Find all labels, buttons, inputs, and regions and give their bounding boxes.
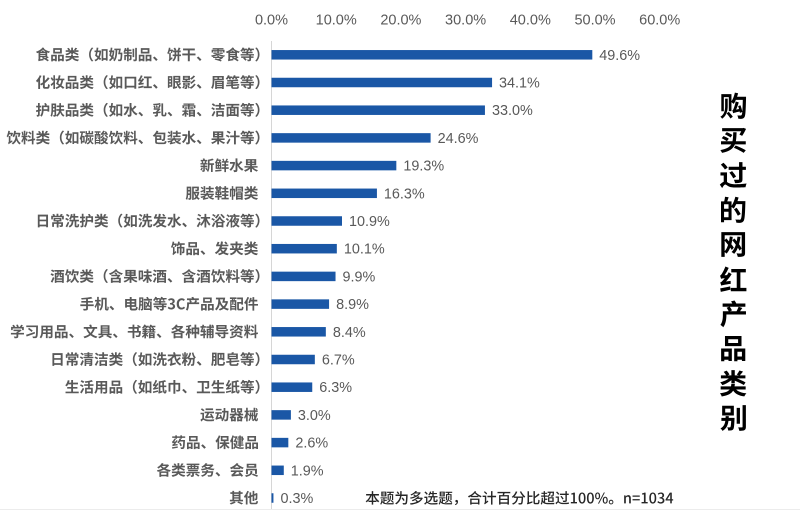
svg-text:10.1%: 10.1% bbox=[344, 242, 385, 258]
svg-text:19.3%: 19.3% bbox=[403, 159, 444, 175]
svg-text:2.6%: 2.6% bbox=[295, 436, 328, 452]
svg-text:8.4%: 8.4% bbox=[333, 325, 366, 341]
svg-text:30.0%: 30.0% bbox=[445, 13, 486, 29]
svg-text:20.0%: 20.0% bbox=[380, 13, 421, 29]
svg-text:0.0%: 0.0% bbox=[255, 13, 288, 29]
svg-text:16.3%: 16.3% bbox=[384, 186, 425, 202]
svg-text:8.9%: 8.9% bbox=[336, 297, 369, 313]
svg-text:60.0%: 60.0% bbox=[639, 13, 680, 29]
svg-text:33.0%: 33.0% bbox=[492, 103, 533, 119]
svg-text:0.3%: 0.3% bbox=[280, 491, 313, 507]
svg-text:6.7%: 6.7% bbox=[322, 353, 355, 369]
svg-text:10.9%: 10.9% bbox=[349, 214, 390, 230]
svg-text:50.0%: 50.0% bbox=[574, 13, 615, 29]
svg-text:24.6%: 24.6% bbox=[438, 131, 479, 147]
svg-text:6.3%: 6.3% bbox=[319, 380, 352, 396]
svg-text:40.0%: 40.0% bbox=[510, 13, 551, 29]
svg-text:9.9%: 9.9% bbox=[343, 269, 376, 285]
svg-text:49.6%: 49.6% bbox=[599, 48, 640, 64]
svg-text:1.9%: 1.9% bbox=[291, 463, 324, 479]
svg-text:10.0%: 10.0% bbox=[316, 13, 357, 29]
svg-text:34.1%: 34.1% bbox=[499, 76, 540, 92]
svg-text:3.0%: 3.0% bbox=[298, 408, 331, 424]
